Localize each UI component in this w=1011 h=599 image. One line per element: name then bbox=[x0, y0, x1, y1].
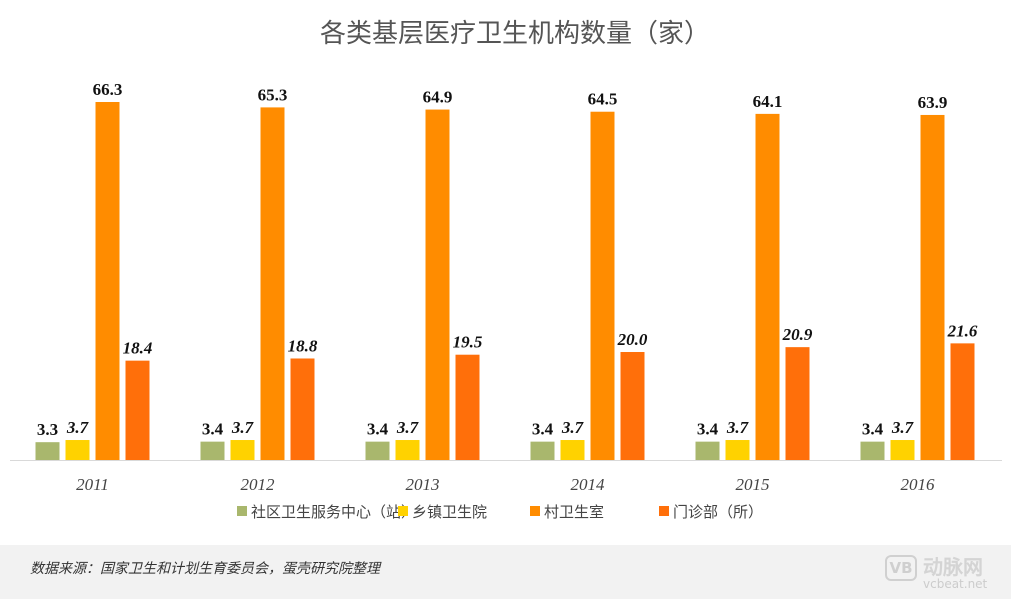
bar bbox=[950, 343, 975, 460]
vcbeat-logo: VB 动脉网 vcbeat.net bbox=[885, 549, 995, 595]
x-tick-label: 2015 bbox=[736, 475, 770, 494]
x-tick-label: 2011 bbox=[76, 475, 109, 494]
chart-title: 各类基层医疗卫生机构数量（家） bbox=[320, 19, 710, 49]
logo-site: vcbeat.net bbox=[923, 577, 988, 591]
x-tick-label: 2016 bbox=[901, 475, 936, 494]
data-label: 64.9 bbox=[423, 88, 453, 107]
legend-swatch bbox=[530, 506, 540, 516]
legend-swatch bbox=[398, 506, 408, 516]
bar bbox=[95, 102, 120, 460]
bar bbox=[785, 347, 810, 460]
legend-swatch bbox=[237, 506, 247, 516]
bar bbox=[620, 352, 645, 460]
bar bbox=[230, 440, 255, 460]
legend-swatch bbox=[659, 506, 669, 516]
data-label: 19.5 bbox=[453, 333, 483, 352]
x-tick-label: 2013 bbox=[406, 475, 440, 494]
data-label: 3.4 bbox=[862, 420, 884, 439]
bar bbox=[755, 113, 780, 460]
bar bbox=[530, 441, 555, 460]
data-label: 66.3 bbox=[93, 80, 123, 99]
bar bbox=[590, 111, 615, 461]
data-label: 63.9 bbox=[918, 93, 948, 112]
logo-mark-icon: VB bbox=[885, 555, 917, 581]
bar bbox=[860, 441, 885, 460]
legend-item: 门诊部（所） bbox=[659, 503, 763, 521]
data-label: 3.3 bbox=[37, 420, 58, 439]
bar bbox=[200, 441, 225, 460]
footer-bar: 数据来源：国家卫生和计划生育委员会，蛋壳研究院整理 VB 动脉网 vcbeat.… bbox=[0, 545, 1011, 599]
legend-item: 社区卫生服务中心（站） bbox=[237, 503, 416, 521]
legend: 社区卫生服务中心（站）乡镇卫生院 村卫生室 门诊部（所） bbox=[237, 503, 763, 521]
data-label: 20.9 bbox=[782, 325, 813, 344]
legend-label: 社区卫生服务中心（站） bbox=[251, 503, 416, 521]
data-label: 3.4 bbox=[202, 420, 224, 439]
bar bbox=[260, 107, 285, 461]
logo-name: 动脉网 bbox=[923, 555, 983, 579]
bar bbox=[365, 441, 390, 460]
bar bbox=[65, 440, 90, 460]
legend-label: 门诊部（所） bbox=[673, 503, 763, 521]
bar bbox=[455, 354, 480, 460]
x-tick-labels: 2011 2012 2013 2014 2015 2016 bbox=[76, 475, 935, 494]
chart-canvas: 各类基层医疗卫生机构数量（家） 3.3 3.7 66.3 18.4 3.4 3.7 65.3… bbox=[10, 19, 1002, 521]
data-label: 3.7 bbox=[231, 418, 255, 437]
bar bbox=[425, 109, 450, 461]
data-label: 64.1 bbox=[753, 92, 783, 111]
data-label: 3.4 bbox=[532, 420, 554, 439]
data-label: 3.7 bbox=[66, 418, 90, 437]
bar bbox=[890, 440, 915, 460]
legend-label: 村卫生室 bbox=[544, 503, 604, 521]
bar bbox=[725, 440, 750, 460]
bar bbox=[290, 358, 315, 460]
legend-item: 村卫生室 bbox=[530, 503, 604, 521]
bar bbox=[395, 440, 420, 460]
data-label: 18.4 bbox=[123, 339, 153, 358]
x-tick-label: 2014 bbox=[571, 475, 606, 494]
data-label: 3.7 bbox=[891, 418, 915, 437]
source-note: 数据来源：国家卫生和计划生育委员会，蛋壳研究院整理 bbox=[30, 561, 380, 577]
data-label: 3.7 bbox=[396, 418, 420, 437]
data-label: 65.3 bbox=[258, 85, 288, 104]
data-label: 3.7 bbox=[561, 418, 585, 437]
data-label: 3.7 bbox=[726, 418, 750, 437]
x-tick-label: 2012 bbox=[241, 475, 276, 494]
bars-layer: 3.3 3.7 66.3 18.4 3.4 3.7 65.3 18.8 3.4 3.7 64.9 19… bbox=[35, 80, 978, 461]
legend-label: 乡镇卫生院 bbox=[412, 503, 487, 521]
bar bbox=[125, 360, 150, 460]
legend-item: 乡镇卫生院 bbox=[398, 503, 487, 521]
data-label: 20.0 bbox=[617, 330, 648, 349]
data-label: 64.5 bbox=[588, 90, 618, 109]
bar bbox=[35, 442, 60, 460]
data-label: 21.6 bbox=[947, 321, 978, 340]
data-label: 3.4 bbox=[367, 420, 389, 439]
data-label: 3.4 bbox=[697, 420, 719, 439]
bar bbox=[560, 440, 585, 460]
data-label: 18.8 bbox=[288, 336, 318, 355]
bar bbox=[695, 441, 720, 460]
bar bbox=[920, 114, 945, 460]
